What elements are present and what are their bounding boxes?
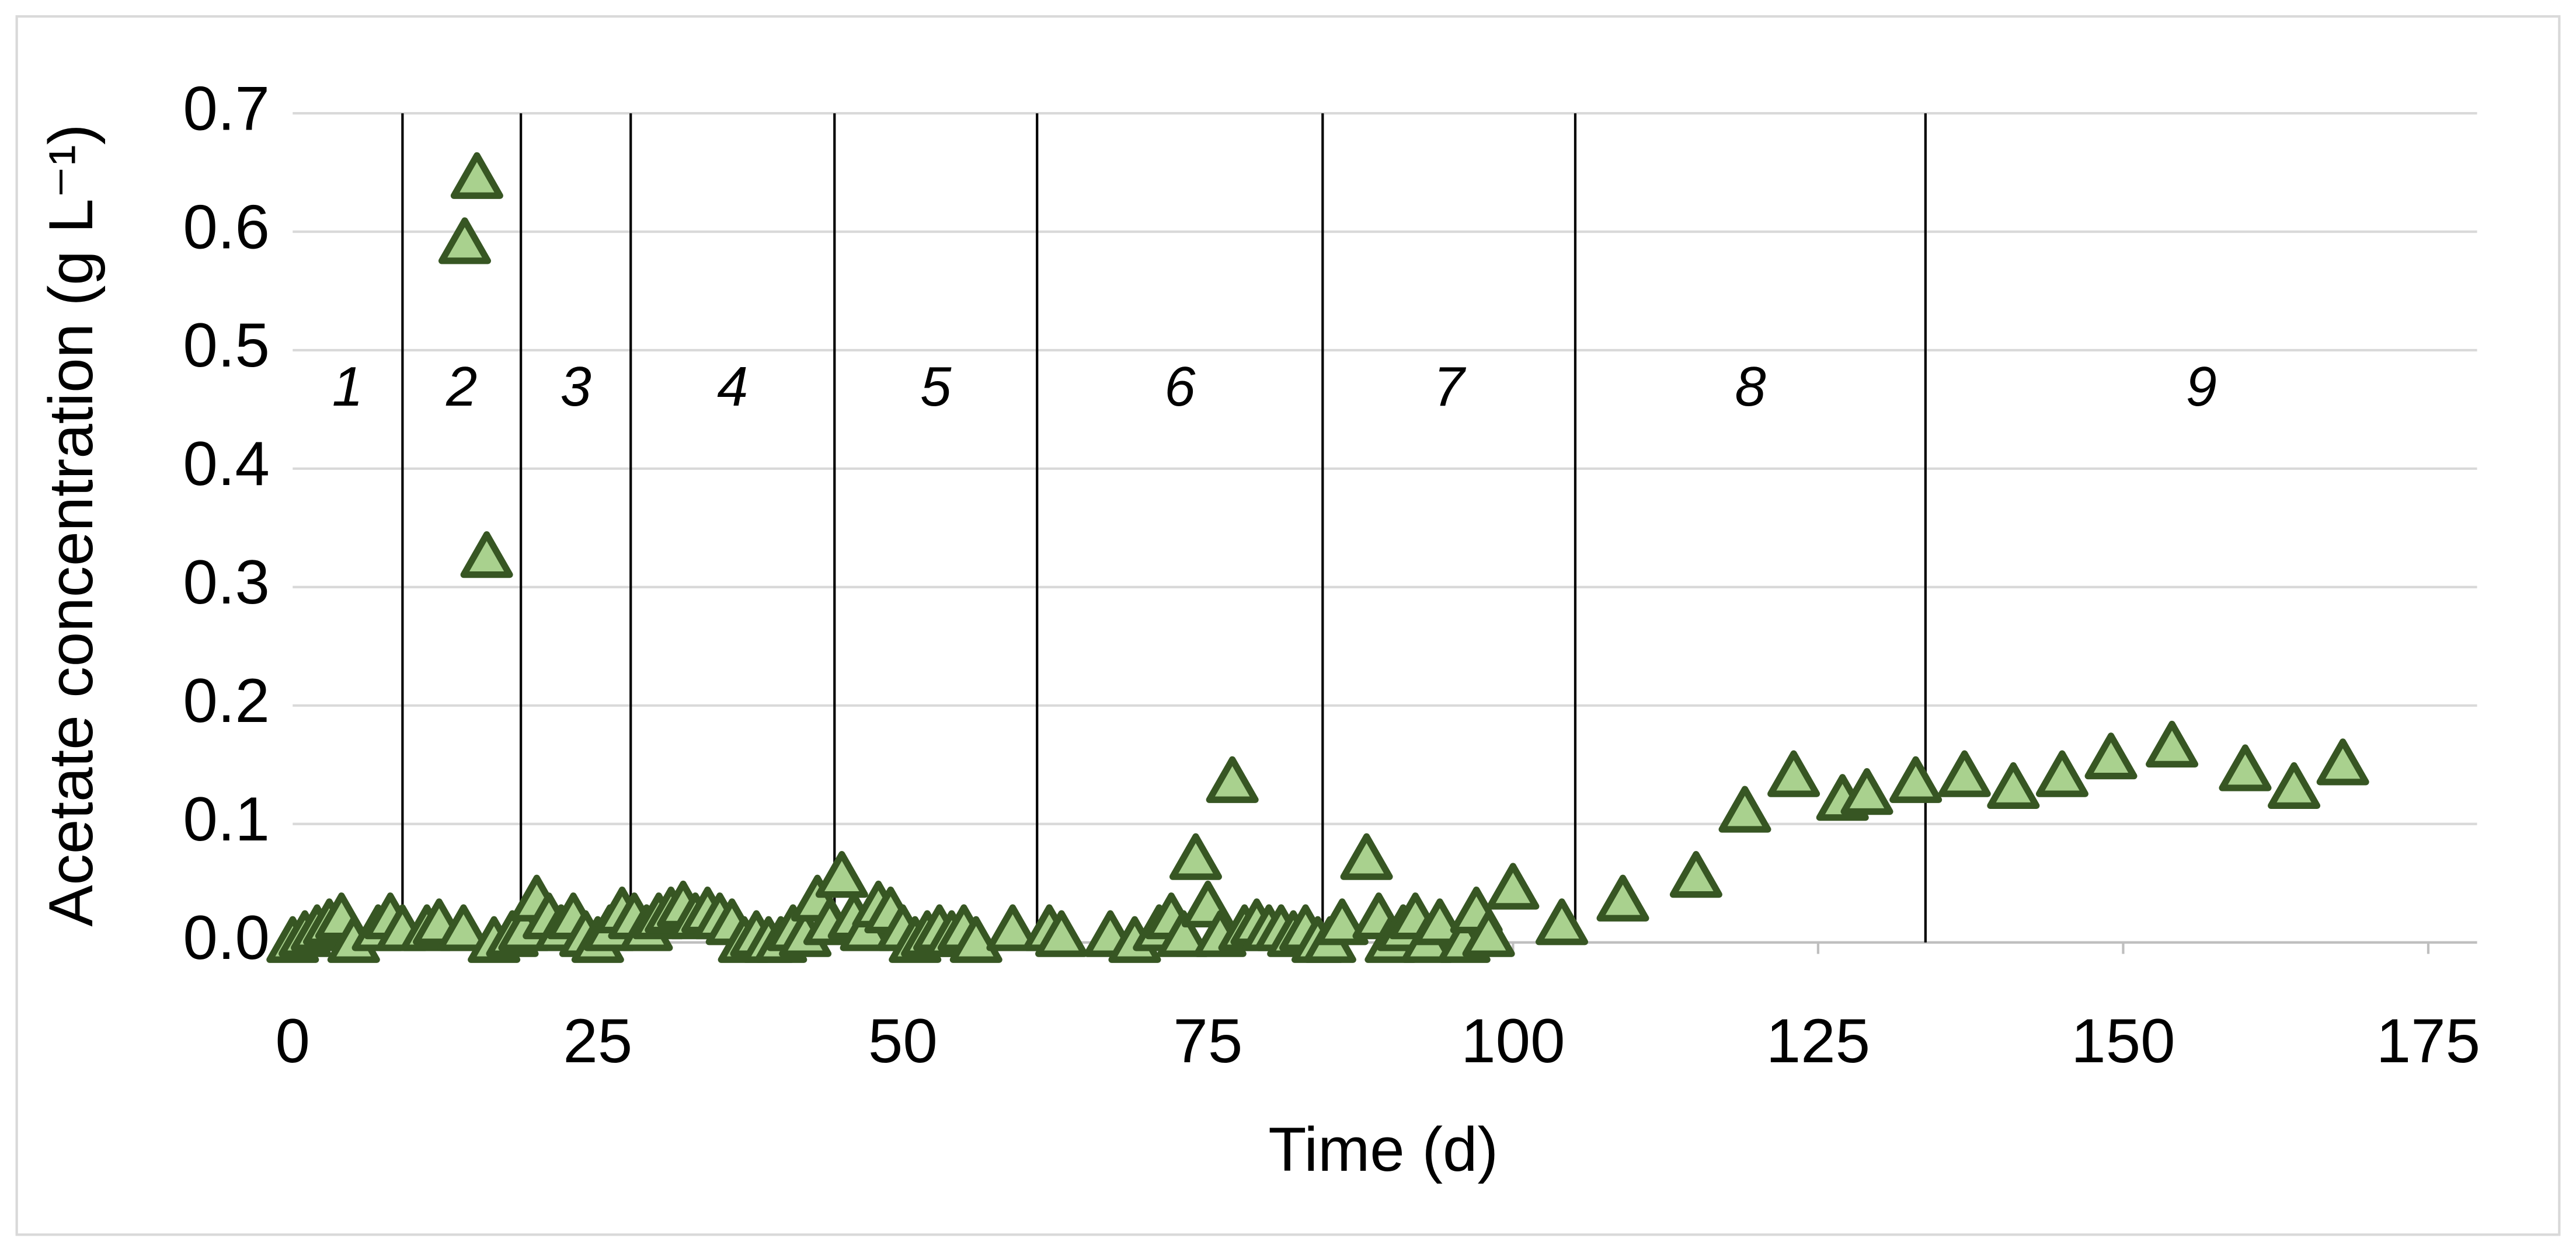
data-point [1035, 910, 1088, 957]
x-tick-label: 100 [1461, 1006, 1565, 1076]
phase-label: 6 [1164, 355, 1196, 418]
data-point [437, 904, 490, 951]
y-tick-label: 0.0 [183, 902, 270, 972]
data-point [2268, 762, 2321, 810]
data-point [2219, 744, 2272, 791]
y-tick-label: 0.5 [183, 310, 270, 380]
phase-label: 8 [1735, 355, 1766, 418]
data-point [1462, 910, 1515, 957]
y-tick-label: 0.3 [183, 547, 270, 617]
data-point [1169, 833, 1222, 880]
data-point [1157, 910, 1210, 957]
data-point [1938, 750, 1991, 797]
y-tick-label: 0.7 [183, 73, 270, 143]
data-point [1315, 898, 1369, 946]
data-point [460, 531, 513, 578]
data-point [986, 904, 1039, 951]
data-point [1889, 756, 1943, 803]
data-point [1669, 851, 1722, 898]
phase-label: 9 [2186, 355, 2217, 418]
x-tick-label: 175 [2376, 1006, 2480, 1076]
data-point [815, 851, 868, 898]
data-point [1987, 762, 2040, 810]
data-point [1718, 786, 1771, 833]
x-tick-label: 50 [868, 1006, 938, 1076]
phase-label: 2 [445, 355, 477, 418]
y-tick-label: 0.1 [183, 784, 270, 854]
x-tick-label: 0 [276, 1006, 310, 1076]
data-point [2035, 750, 2088, 797]
data-point [1340, 833, 1393, 880]
phase-label: 4 [717, 355, 748, 418]
data-point [2084, 732, 2138, 780]
data-point [1767, 750, 1820, 797]
y-axis-label: Acetate concentration (g L⁻¹) [36, 124, 106, 927]
phase-label: 3 [561, 355, 591, 418]
data-point [1596, 874, 1649, 922]
y-tick-label: 0.4 [183, 428, 270, 498]
data-point [2316, 738, 2369, 786]
data-point [1487, 863, 1540, 910]
data-point [450, 152, 503, 199]
x-tick-label: 75 [1173, 1006, 1242, 1076]
data-point [1206, 756, 1259, 803]
chart-frame [15, 15, 2561, 1236]
phase-label: 7 [1433, 355, 1467, 418]
x-tick-label: 125 [1766, 1006, 1870, 1076]
data-point [2146, 720, 2199, 768]
y-tick-label: 0.6 [183, 191, 270, 261]
x-tick-label: 150 [2071, 1006, 2175, 1076]
x-tick-label: 25 [563, 1006, 632, 1076]
y-tick-label: 0.2 [183, 665, 270, 735]
phase-label: 1 [332, 355, 363, 418]
phase-label: 5 [920, 355, 952, 418]
data-point [1535, 898, 1589, 946]
x-axis-label: Time (d) [1268, 1114, 1498, 1184]
data-point [438, 217, 491, 264]
data-point [1840, 768, 1893, 815]
